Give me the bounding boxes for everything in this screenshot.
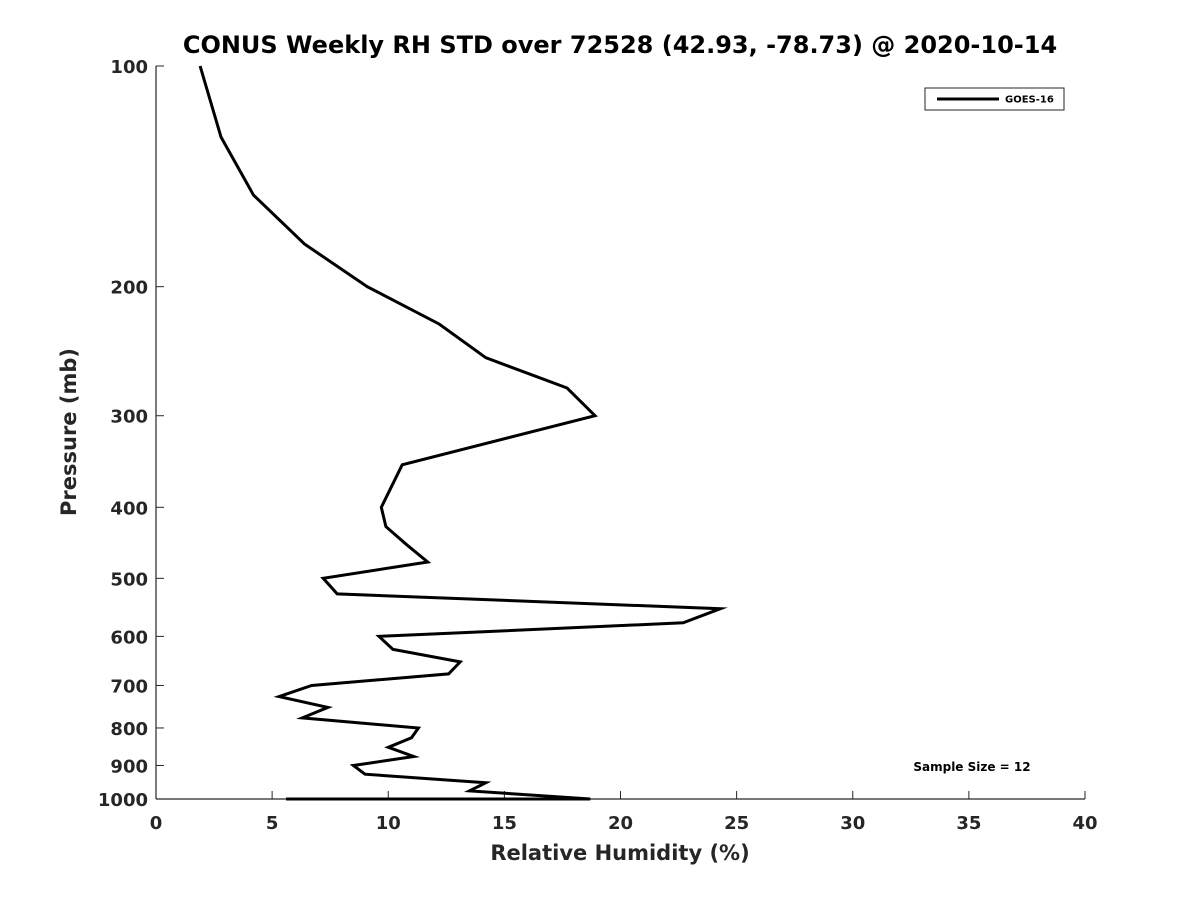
- x-axis-label: Relative Humidity (%): [490, 841, 749, 865]
- x-tick-label: 30: [840, 813, 865, 834]
- y-tick-label: 500: [110, 569, 148, 590]
- data-layer: [198, 65, 728, 801]
- y-tick-label: 800: [110, 719, 148, 740]
- axes: [155, 66, 1085, 800]
- y-tick-label: 700: [110, 676, 148, 697]
- legend-label-goes-16: GOES-16: [1005, 95, 1054, 106]
- y-tick-label: 1000: [98, 790, 148, 811]
- x-tick-label: 15: [492, 813, 517, 834]
- y-tick-label: 900: [110, 756, 148, 777]
- sample-size-annotation: Sample Size = 12: [913, 760, 1030, 774]
- x-tick-label: 20: [608, 813, 633, 834]
- x-tick-label: 25: [724, 813, 749, 834]
- x-tick-label: 10: [376, 813, 401, 834]
- legend: GOES-16: [924, 87, 1065, 111]
- chart-title: CONUS Weekly RH STD over 72528 (42.93, -…: [183, 31, 1057, 59]
- x-tick-label: 0: [150, 813, 163, 834]
- x-tick-label: 5: [266, 813, 279, 834]
- y-tick-label: 200: [110, 278, 148, 299]
- x-tick-label: 35: [956, 813, 981, 834]
- x-ticks: 0 5 10 15 20 25 30 35 40: [150, 791, 1098, 834]
- x-tick-label: 40: [1072, 813, 1097, 834]
- y-tick-label: 300: [110, 407, 148, 428]
- y-tick-label: 100: [110, 57, 148, 78]
- series-line-goes-16: [198, 65, 728, 801]
- y-tick-label: 600: [110, 627, 148, 648]
- y-axis-label: Pressure (mb): [57, 348, 81, 516]
- y-tick-label: 400: [110, 498, 148, 519]
- y-ticks: 100 200 300 400 500 600 700 800 900 1000: [98, 57, 164, 811]
